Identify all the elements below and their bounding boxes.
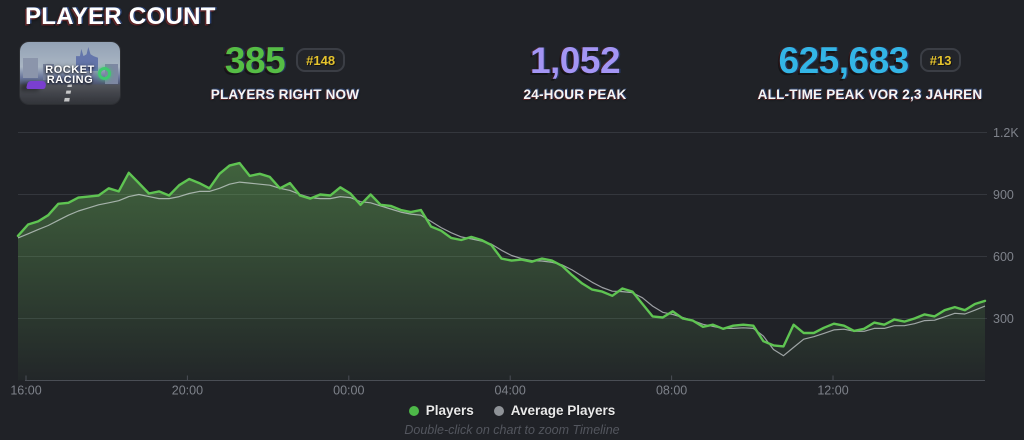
- thumb-title-line1: ROCKET: [45, 64, 95, 76]
- svg-text:1.2K: 1.2K: [993, 126, 1019, 140]
- chart-legend: Players Average Players: [0, 403, 1024, 418]
- current-players-value: 385: [224, 39, 286, 81]
- buildings-left-art: [23, 58, 38, 78]
- svg-text:900: 900: [993, 188, 1014, 202]
- players-series-dot-icon: [408, 405, 419, 416]
- alltime-rank-badge[interactable]: #13: [919, 48, 962, 72]
- svg-text:600: 600: [993, 250, 1014, 264]
- stat-24h-peak: 1,052 24-HOUR PEAK: [460, 39, 690, 103]
- svg-text:08:00: 08:00: [656, 384, 687, 398]
- average-series-label: Average Players: [510, 403, 616, 418]
- alltime-peak-label: ALL-TIME PEAK VOR 2,3 JAHREN: [757, 87, 983, 102]
- peak-24h-label: 24-HOUR PEAK: [523, 87, 627, 102]
- svg-text:00:00: 00:00: [333, 384, 364, 398]
- alltime-peak-value: 625,683: [778, 39, 910, 81]
- players-series-label: Players: [425, 403, 474, 418]
- page-title: PLAYER COUNT: [25, 3, 216, 30]
- svg-text:16:00: 16:00: [10, 384, 41, 398]
- current-players-label: PLAYERS RIGHT NOW: [210, 87, 360, 102]
- stat-alltime-peak: 625,683 #13 ALL-TIME PEAK VOR 2,3 JAHREN: [730, 39, 1010, 103]
- svg-text:300: 300: [993, 312, 1014, 326]
- game-thumbnail[interactable]: ROCKET RACING: [20, 42, 120, 104]
- svg-text:20:00: 20:00: [172, 384, 203, 398]
- portal-ring-art: [98, 67, 111, 80]
- legend-item-average-players[interactable]: Average Players: [493, 403, 616, 418]
- svg-text:04:00: 04:00: [495, 384, 526, 398]
- thumb-title-line2: RACING: [46, 74, 94, 86]
- legend-item-players[interactable]: Players: [408, 403, 474, 418]
- average-series-dot-icon: [493, 405, 504, 416]
- game-thumbnail-title: ROCKET RACING: [20, 42, 120, 104]
- current-rank-badge[interactable]: #148: [296, 48, 346, 72]
- svg-text:12:00: 12:00: [817, 384, 848, 398]
- peak-24h-value: 1,052: [529, 39, 621, 81]
- stat-current-players: 385 #148 PLAYERS RIGHT NOW: [170, 39, 400, 103]
- chart-zoom-hint: Double-click on chart to zoom Timeline: [404, 423, 620, 437]
